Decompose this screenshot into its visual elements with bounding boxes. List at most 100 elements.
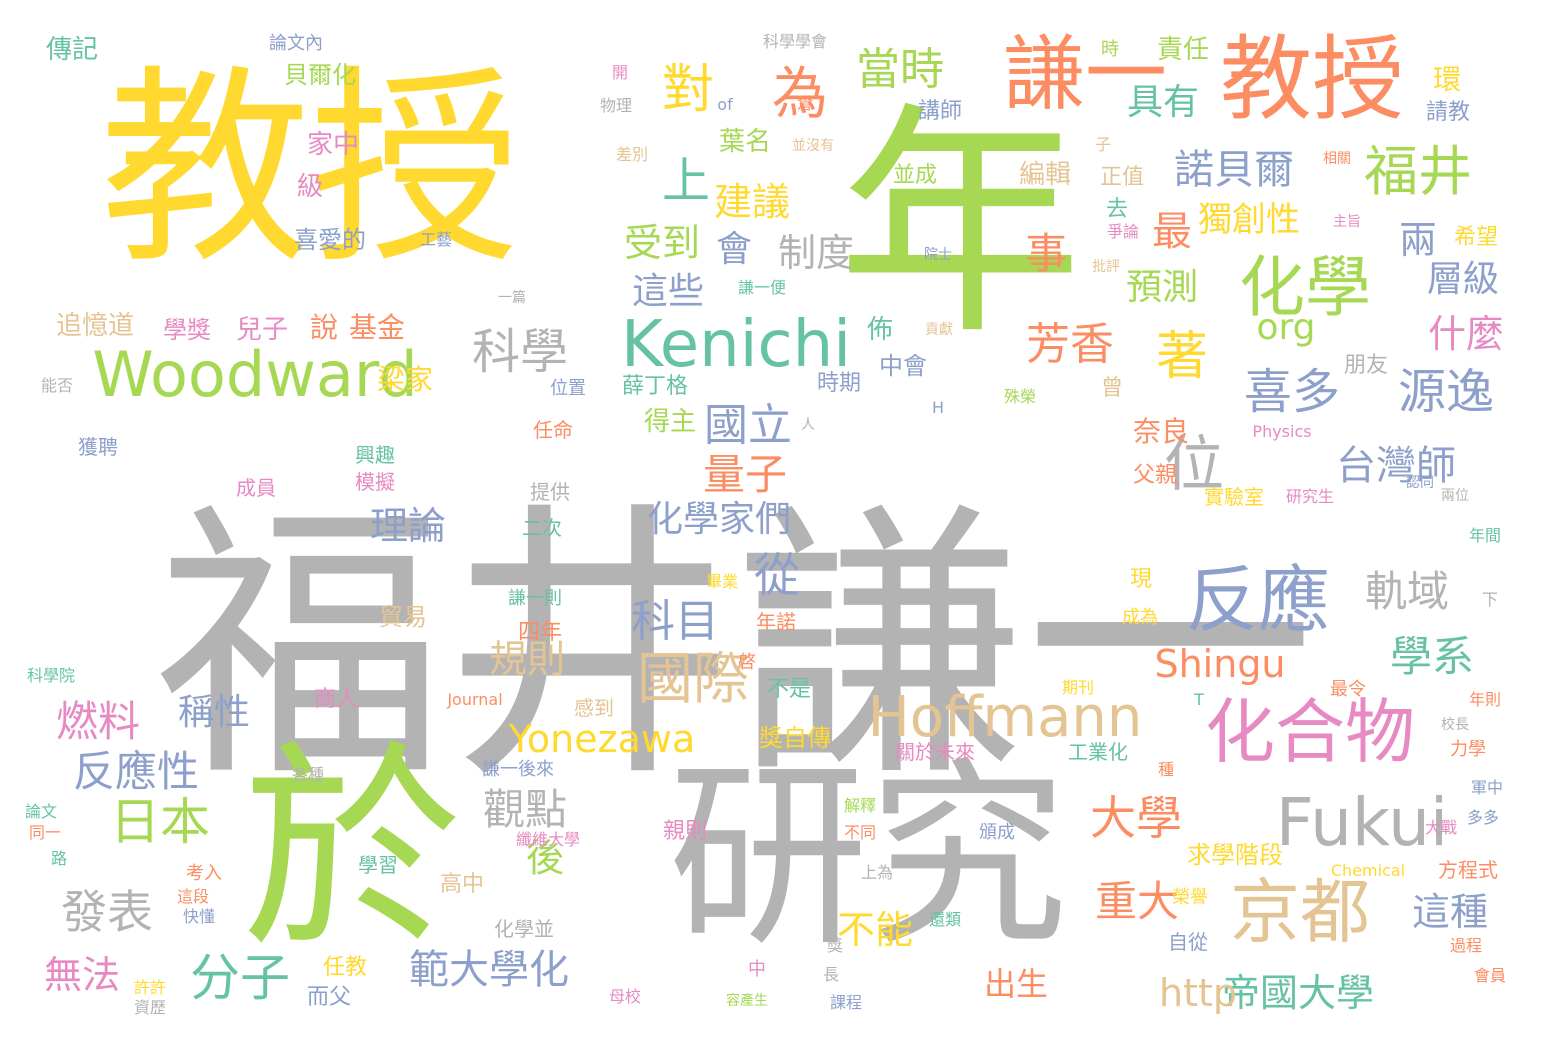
word: 貝爾化: [284, 61, 356, 89]
word: 母校: [608, 987, 642, 1006]
word: 期刊: [1061, 678, 1095, 697]
word: 四年: [517, 620, 563, 645]
word: 過程: [1449, 936, 1483, 955]
word: Woodward: [92, 338, 418, 411]
word: 不能: [836, 908, 914, 952]
word: 化學家們: [646, 499, 792, 540]
word: 長: [822, 965, 840, 984]
word: 子: [1094, 135, 1112, 154]
word: Fukui: [1275, 784, 1449, 861]
word: 諾貝爾: [1174, 147, 1294, 193]
word: 帝國大學: [1221, 971, 1375, 1015]
word: 貿易: [379, 603, 427, 631]
word: 這種: [1411, 890, 1489, 934]
word: 會: [715, 229, 753, 270]
word: 二次: [522, 516, 562, 540]
word: 葉名: [718, 127, 772, 157]
word: 軍中: [1470, 778, 1504, 797]
word: 家中: [306, 130, 360, 160]
word: Kenichi: [620, 308, 852, 382]
word: Yonezawa: [508, 717, 696, 761]
word: 化學並: [494, 917, 554, 941]
word: 爭論: [1106, 222, 1140, 241]
word: 纖維大學: [515, 830, 581, 849]
word: 路: [50, 849, 68, 868]
word: 工業化: [1068, 740, 1128, 764]
word: 級: [296, 172, 324, 202]
word: 編輯: [1018, 160, 1072, 190]
word: 層級: [1426, 259, 1500, 300]
word: 物理: [599, 96, 633, 115]
word: 為: [772, 62, 828, 127]
word: 高中: [439, 872, 485, 897]
word: 這些: [631, 271, 705, 312]
word: 重大: [1094, 877, 1180, 926]
word: 講師: [917, 99, 963, 124]
word: 最令: [1330, 679, 1366, 700]
word: 提供: [530, 480, 570, 504]
word: http: [1158, 971, 1238, 1015]
word: 基金: [348, 311, 406, 344]
word: 不是: [766, 677, 812, 702]
word: 喜愛的: [294, 226, 366, 254]
word: 理論: [369, 504, 447, 548]
word: 認同: [1406, 475, 1434, 491]
word: 任命: [533, 418, 573, 442]
word: 量子: [702, 450, 788, 499]
word: 科學學會: [762, 32, 828, 51]
word: 時期: [816, 371, 862, 396]
word: 教授: [1219, 26, 1405, 133]
word: 觀點: [482, 785, 568, 834]
word: 去: [1105, 197, 1129, 222]
word: 研究生: [1285, 487, 1335, 506]
word: 工藝: [419, 230, 453, 249]
word: 實驗室: [1204, 485, 1264, 509]
word: 最: [1152, 209, 1192, 255]
word: 梁家: [376, 363, 434, 396]
word: 商人: [313, 687, 359, 712]
word: 科學院: [26, 666, 76, 685]
word: 資歷: [133, 998, 167, 1017]
word: 上為: [860, 863, 894, 882]
word: 稱性: [177, 692, 251, 733]
word: H: [931, 398, 945, 417]
word: 方程式: [1438, 858, 1498, 882]
word: 差別: [615, 145, 649, 164]
word: 頒成: [979, 822, 1015, 843]
word: 追憶道: [55, 311, 135, 341]
word: 啓: [738, 652, 756, 673]
word: 年則: [1468, 690, 1502, 709]
word: 感到: [574, 696, 614, 720]
word: 相關: [1323, 151, 1351, 167]
word: 模擬: [355, 470, 395, 494]
word: 芳香: [1026, 319, 1114, 370]
word: 科目: [631, 596, 719, 647]
word: 環: [1432, 63, 1462, 96]
word: 謙一便: [737, 278, 787, 297]
word: 多多: [1466, 808, 1500, 827]
word: 曾: [1100, 376, 1124, 401]
word: 說: [309, 311, 339, 344]
word: 貢獻: [925, 322, 953, 338]
word: 謙一則: [508, 588, 562, 609]
word: 日本: [110, 793, 210, 851]
word: 請教: [1425, 100, 1471, 125]
word: 學習: [358, 853, 398, 877]
word: 發表: [61, 885, 153, 939]
word: 制度: [777, 231, 855, 275]
word: 現: [1129, 567, 1153, 592]
word: 謙一: [1002, 27, 1168, 122]
word: 化學: [1239, 249, 1371, 326]
word: 兩: [1398, 218, 1438, 262]
word: 分子: [190, 949, 290, 1007]
word: 開: [611, 63, 629, 82]
word: 興趣: [355, 443, 395, 467]
word: Hoffmann: [867, 685, 1143, 750]
word: 時: [1101, 39, 1119, 60]
word: 朋友: [1343, 353, 1389, 378]
word: 容產生: [726, 993, 768, 1009]
word: 院士: [924, 247, 952, 263]
word: 位置: [550, 378, 586, 399]
word: 國立: [704, 400, 792, 451]
word: 並成: [892, 163, 938, 188]
